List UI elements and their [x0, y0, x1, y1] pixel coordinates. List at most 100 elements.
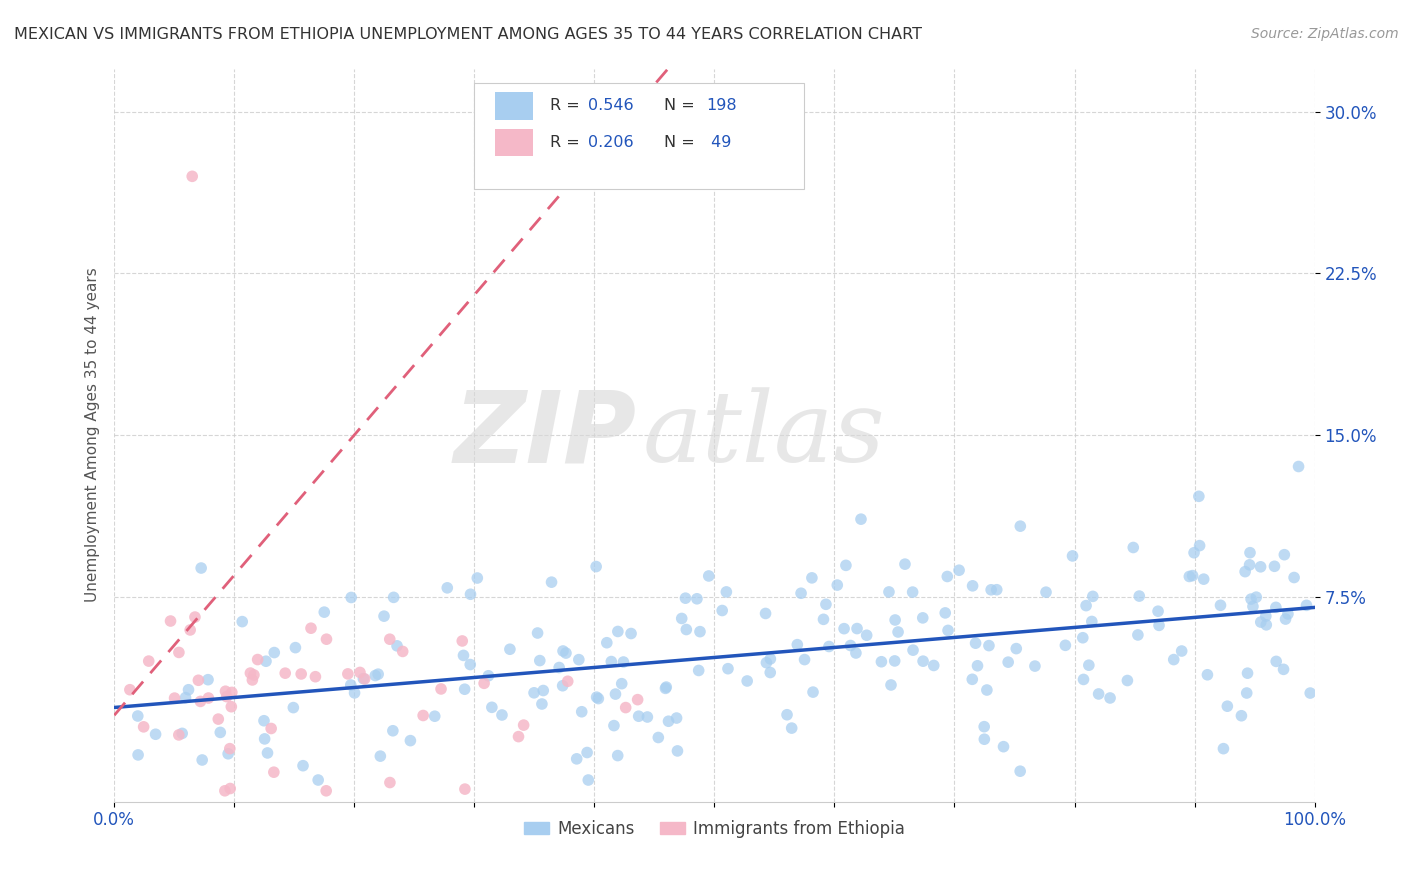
Point: [118, 682, 141, 697]
Point: [253, 714, 276, 728]
Point: [172, 726, 194, 740]
Point: [159, 614, 181, 628]
Point: [980, 582, 1002, 597]
Point: [711, 603, 734, 617]
Point: [934, 606, 956, 620]
Point: [588, 691, 610, 706]
Point: [551, 644, 574, 658]
Point: [1216, 699, 1239, 714]
Point: [654, 681, 676, 696]
Point: [1239, 546, 1261, 560]
Point: [846, 622, 869, 636]
Point: [215, 690, 238, 704]
Point: [508, 730, 530, 744]
Point: [145, 727, 167, 741]
Point: [1241, 599, 1264, 614]
Point: [548, 660, 571, 674]
Point: [759, 652, 782, 666]
Point: [986, 582, 1008, 597]
Point: [571, 705, 593, 719]
Point: [962, 673, 984, 687]
Point: [1182, 546, 1205, 560]
Point: [138, 654, 160, 668]
Point: [477, 669, 499, 683]
Point: [378, 775, 401, 789]
Point: [620, 626, 643, 640]
Point: [675, 591, 697, 606]
Point: [686, 591, 709, 606]
Point: [1188, 489, 1211, 503]
Point: [167, 728, 190, 742]
Point: [290, 667, 312, 681]
Text: 0.206: 0.206: [588, 135, 634, 150]
Point: [1265, 654, 1288, 668]
FancyBboxPatch shape: [495, 128, 533, 156]
Point: [880, 678, 903, 692]
Point: [870, 655, 893, 669]
FancyBboxPatch shape: [495, 92, 533, 120]
Point: [453, 682, 475, 697]
Text: 198: 198: [706, 98, 737, 113]
Point: [491, 708, 513, 723]
Point: [221, 699, 243, 714]
Point: [253, 731, 276, 746]
Point: [221, 685, 243, 699]
Point: [790, 586, 813, 600]
Point: [132, 720, 155, 734]
Point: [1277, 607, 1299, 621]
Text: 0.546: 0.546: [588, 98, 634, 113]
Point: [1081, 615, 1104, 629]
Point: [181, 169, 204, 184]
Point: [966, 658, 988, 673]
Point: [1181, 568, 1204, 582]
Point: [1087, 687, 1109, 701]
Point: [977, 639, 1000, 653]
Point: [1197, 667, 1219, 681]
Point: [399, 733, 422, 747]
Point: [665, 711, 688, 725]
Point: [191, 753, 214, 767]
Point: [568, 652, 591, 666]
Point: [349, 665, 371, 680]
Point: [339, 678, 361, 692]
Point: [894, 557, 917, 571]
Point: [304, 670, 326, 684]
Point: [793, 652, 815, 666]
Point: [451, 634, 474, 648]
Point: [1005, 641, 1028, 656]
Point: [835, 558, 858, 573]
Point: [1077, 658, 1099, 673]
Point: [197, 691, 219, 706]
Point: [381, 723, 404, 738]
Point: [1147, 604, 1170, 618]
Point: [1250, 615, 1272, 629]
Point: [675, 623, 697, 637]
Point: [299, 621, 322, 635]
Point: [1099, 690, 1122, 705]
Point: [973, 720, 995, 734]
Point: [901, 643, 924, 657]
Point: [887, 625, 910, 640]
Point: [780, 721, 803, 735]
Point: [606, 624, 628, 639]
Point: [555, 646, 578, 660]
Point: [315, 632, 337, 647]
Point: [336, 666, 359, 681]
Point: [1236, 666, 1258, 681]
Point: [530, 697, 553, 711]
Point: [948, 563, 970, 577]
Point: [352, 672, 374, 686]
Point: [585, 690, 607, 705]
Point: [671, 611, 693, 625]
Point: [1054, 638, 1077, 652]
Point: [481, 700, 503, 714]
Point: [343, 686, 366, 700]
Point: [423, 709, 446, 723]
Point: [274, 666, 297, 681]
Legend: Mexicans, Immigrants from Ethiopia: Mexicans, Immigrants from Ethiopia: [517, 814, 911, 845]
Point: [1264, 600, 1286, 615]
Point: [1256, 617, 1278, 632]
Point: [1234, 565, 1257, 579]
Point: [776, 707, 799, 722]
Point: [1209, 599, 1232, 613]
